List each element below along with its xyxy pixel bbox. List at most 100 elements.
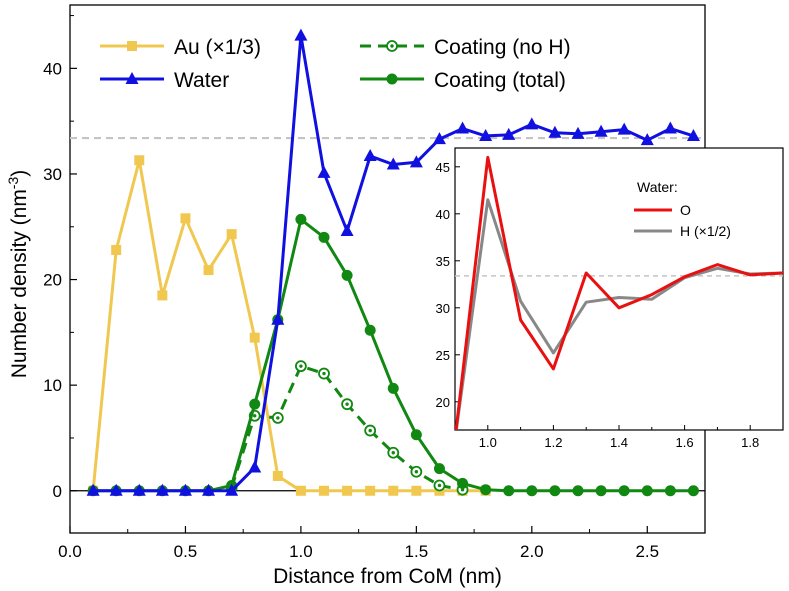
data-point-coating-no-h-dot <box>276 416 280 420</box>
inset-plot: 1.0 1.2 1.4 1.6 1.8 20 25 30 35 40 45 Water:O H (×1/… <box>436 147 784 450</box>
inset-legend-label-h-1-2: H (×1/2) <box>680 223 731 239</box>
data-point-au-1-3 <box>249 332 260 343</box>
legend-marker-water <box>125 72 139 84</box>
data-point-coating-total <box>549 485 561 497</box>
data-point-coating-no-h <box>295 360 307 373</box>
data-point-coating-no-h-dot <box>368 428 372 433</box>
data-point-au-1-3 <box>203 265 214 276</box>
data-point-water <box>502 127 516 140</box>
x-tick-label: 2.0 <box>520 542 544 561</box>
data-point-water <box>432 132 446 145</box>
data-point-coating-total <box>664 485 676 497</box>
y-tick-label: 0 <box>53 482 62 501</box>
data-point-water <box>594 124 608 137</box>
data-point-water <box>409 155 423 168</box>
inset-frame <box>454 147 784 431</box>
legend-label-water: Water <box>174 69 229 92</box>
data-point-au-1-3 <box>342 485 353 496</box>
data-point-coating-no-h-dot <box>253 414 257 418</box>
data-point-water <box>155 483 169 496</box>
main-plot: 0.0 0.5 1.0 1.5 2.0 2.5 0 10 20 30 40 Distance from… <box>5 4 706 588</box>
data-point-coating-total <box>595 485 607 497</box>
data-point-coating-total <box>341 269 353 281</box>
y-tick-label: 10 <box>43 376 62 395</box>
inset-legend-title: Water: <box>637 179 678 195</box>
data-point-coating-total <box>433 463 445 475</box>
data-point-water <box>525 117 539 130</box>
data-point-coating-no-h <box>341 398 353 411</box>
data-point-water <box>456 121 470 134</box>
data-point-coating-no-h <box>318 367 330 380</box>
x-axis-label: Distance from CoM (nm) <box>273 565 502 588</box>
data-point-water <box>86 483 100 496</box>
data-point-au-1-3 <box>134 155 145 166</box>
data-point-coating-total <box>687 485 699 497</box>
data-point-coating-total <box>410 429 422 441</box>
data-point-au-1-3 <box>157 290 168 301</box>
series-water <box>86 28 700 496</box>
data-point-water <box>132 483 146 496</box>
inset-x-tick-label: 1.0 <box>479 435 497 450</box>
legend-marker-coating-no-h <box>386 40 398 52</box>
data-point-coating-total <box>457 477 469 489</box>
data-point-water <box>109 483 123 496</box>
data-point-water <box>202 483 216 496</box>
data-point-coating-no-h <box>433 479 446 492</box>
x-tick-label: 1.0 <box>289 542 313 561</box>
data-point-au-1-3 <box>226 229 237 240</box>
legend-marker-au-1-3 <box>127 41 137 51</box>
data-point-water <box>340 223 354 236</box>
data-point-water <box>225 483 239 496</box>
data-point-coating-no-h-dot <box>345 402 349 406</box>
data-point-coating-no-h <box>364 424 377 437</box>
data-point-coating-total <box>618 485 630 497</box>
data-point-coating-no-h-dot <box>322 371 326 376</box>
x-tick-label: 2.5 <box>635 542 659 561</box>
inset-legend-label-o: O <box>680 202 691 218</box>
x-tick-label: 0.0 <box>58 542 82 561</box>
data-point-au-1-3 <box>388 485 399 496</box>
legend-label-coating-no-h: Coating (no H) <box>434 36 571 59</box>
data-point-coating-no-h-dot <box>460 488 465 492</box>
data-point-coating-total <box>480 484 492 496</box>
data-point-au-1-3 <box>180 213 191 224</box>
data-point-coating-total <box>318 231 330 243</box>
data-point-water <box>271 312 285 325</box>
data-point-water <box>571 126 585 139</box>
inset-y-tick-label: 35 <box>436 254 450 269</box>
data-point-water <box>686 128 700 141</box>
y-axis-label: Number density (nm-3) <box>5 170 31 379</box>
data-point-coating-total <box>641 485 653 497</box>
data-point-water <box>294 28 308 41</box>
data-point-water <box>663 121 677 134</box>
data-point-au-1-3 <box>365 485 376 496</box>
data-point-water <box>178 483 192 496</box>
data-point-coating-no-h <box>410 465 423 478</box>
data-point-coating-no-h-dot <box>391 451 395 455</box>
data-point-au-1-3 <box>319 485 329 496</box>
data-point-coating-total <box>526 485 538 497</box>
legend-label-coating-total: Coating (total) <box>434 69 566 92</box>
inset-series-line-o <box>455 155 783 430</box>
y-tick-label: 20 <box>43 271 62 290</box>
legend-marker-coating-no-h-dot <box>390 44 394 48</box>
legend: Au (×1/3) Water Coating (no H) Coating (tot… <box>100 36 571 92</box>
data-point-coating-no-h <box>271 411 284 424</box>
data-point-water <box>317 165 331 178</box>
data-point-coating-total <box>387 382 399 394</box>
data-point-coating-total <box>364 324 376 336</box>
data-point-water <box>617 122 631 135</box>
data-point-water <box>548 125 562 138</box>
data-point-au-1-3 <box>411 485 422 496</box>
inset-y-tick-label: 40 <box>436 207 450 222</box>
y-tick-label: 30 <box>43 165 62 184</box>
data-point-coating-no-h-dot <box>437 483 442 488</box>
inset-x-tick-label: 1.4 <box>610 435 628 450</box>
series-line-au-1-3 <box>91 158 486 493</box>
data-point-coating-no-h-dot <box>414 470 419 474</box>
data-point-water <box>386 157 400 170</box>
data-point-coating-total <box>249 398 261 410</box>
data-point-coating-no-h <box>387 446 400 459</box>
data-point-coating-total <box>572 485 584 497</box>
